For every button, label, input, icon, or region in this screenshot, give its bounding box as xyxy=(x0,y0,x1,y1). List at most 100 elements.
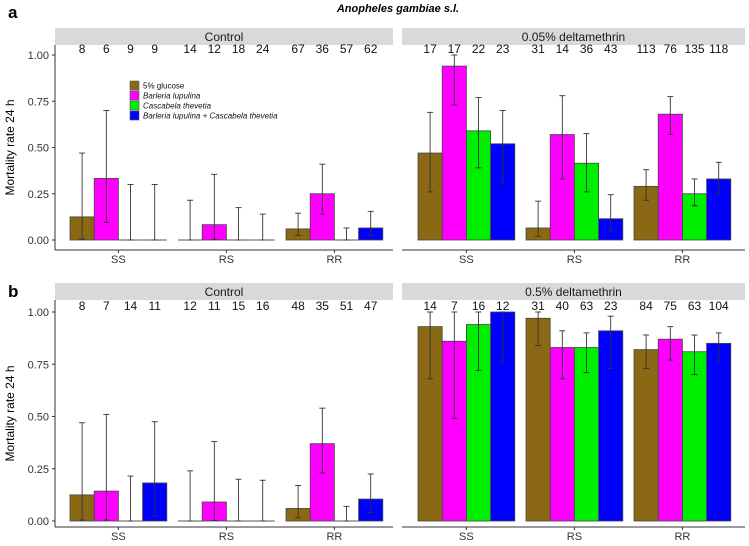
x-tick-label: SS xyxy=(111,531,126,543)
sample-size-label: 15 xyxy=(232,299,246,313)
bar xyxy=(574,347,600,522)
x-tick-label: RR xyxy=(326,531,342,543)
facet-strip xyxy=(402,28,745,45)
sample-size-label: 23 xyxy=(496,42,510,56)
sample-size-label: 63 xyxy=(688,299,702,313)
x-tick-label: SS xyxy=(111,254,126,266)
sample-size-label: 9 xyxy=(127,42,134,56)
y-tick-label: 0.25 xyxy=(28,464,49,476)
sample-size-label: 51 xyxy=(340,299,354,313)
y-tick-label: 0.00 xyxy=(28,235,49,247)
facet-strip xyxy=(55,283,393,300)
sample-size-label: 57 xyxy=(340,42,354,56)
sample-size-label: 118 xyxy=(709,42,728,56)
y-tick-label: 0.00 xyxy=(28,516,49,528)
sample-size-label: 11 xyxy=(208,299,221,313)
bar xyxy=(706,342,732,522)
sample-size-label: 6 xyxy=(103,42,110,56)
sample-size-label: 11 xyxy=(148,299,161,313)
y-tick-label: 1.00 xyxy=(28,307,49,319)
sample-size-label: 7 xyxy=(451,299,458,313)
sample-size-label: 31 xyxy=(531,42,545,56)
sample-size-label: 40 xyxy=(556,299,570,313)
bar xyxy=(657,113,683,241)
x-tick-label: RS xyxy=(219,254,234,266)
sample-size-label: 18 xyxy=(232,42,246,56)
y-tick-label: 0.75 xyxy=(28,359,49,371)
legend-label: Barleria lupulina + Cascabela thevetia xyxy=(143,112,278,121)
legend-label: 5% glucose xyxy=(143,82,185,91)
facet-strip xyxy=(402,283,745,300)
sample-size-label: 43 xyxy=(604,42,618,56)
chart-title: Anopheles gambiae s.l. xyxy=(336,3,459,15)
sample-size-label: 76 xyxy=(664,42,678,56)
panel-label: a xyxy=(8,3,18,22)
y-tick-label: 0.75 xyxy=(28,96,49,108)
sample-size-label: 17 xyxy=(448,42,462,56)
bar xyxy=(706,178,732,241)
sample-size-label: 9 xyxy=(151,42,158,56)
sample-size-label: 63 xyxy=(580,299,594,313)
sample-size-label: 14 xyxy=(124,299,138,313)
sample-size-label: 36 xyxy=(316,42,330,56)
legend-swatch xyxy=(129,90,140,101)
facet-strip xyxy=(55,28,393,45)
sample-size-label: 7 xyxy=(103,299,110,313)
sample-size-label: 67 xyxy=(291,42,305,56)
sample-size-label: 47 xyxy=(364,299,378,313)
sample-size-label: 16 xyxy=(472,299,486,313)
sample-size-label: 113 xyxy=(637,42,656,56)
legend-label: Cascabela thevetia xyxy=(143,102,212,111)
sample-size-label: 84 xyxy=(639,299,653,313)
x-tick-label: SS xyxy=(459,254,474,266)
x-tick-label: RR xyxy=(674,531,690,543)
x-tick-label: RR xyxy=(674,254,690,266)
sample-size-label: 24 xyxy=(256,42,270,56)
sample-size-label: 12 xyxy=(496,299,510,313)
y-axis-label: Mortality rate 24 h xyxy=(3,365,17,461)
bar xyxy=(525,317,551,522)
sample-size-label: 62 xyxy=(364,42,378,56)
facet-strip-label: Control xyxy=(205,285,244,299)
bar xyxy=(682,351,708,522)
x-tick-label: RS xyxy=(219,531,234,543)
sample-size-label: 17 xyxy=(423,42,437,56)
legend-label: Barleria lupulina xyxy=(143,92,201,101)
y-axis-label: Mortality rate 24 h xyxy=(3,99,17,195)
facet-strip-label: 0.05% deltamethrin xyxy=(522,30,625,44)
facet-strip-label: Control xyxy=(205,30,244,44)
legend-swatch xyxy=(129,110,140,121)
sample-size-label: 23 xyxy=(604,299,618,313)
sample-size-label: 36 xyxy=(580,42,594,56)
panel-label: b xyxy=(8,282,18,301)
sample-size-label: 14 xyxy=(423,299,437,313)
facet-strip-label: 0.5% deltamethrin xyxy=(525,285,622,299)
y-tick-label: 0.50 xyxy=(28,143,49,155)
bar xyxy=(657,338,683,522)
sample-size-label: 16 xyxy=(256,299,270,313)
legend-swatch xyxy=(129,80,140,91)
sample-size-label: 12 xyxy=(183,299,197,313)
x-tick-label: RS xyxy=(567,531,582,543)
sample-size-label: 12 xyxy=(208,42,222,56)
sample-size-label: 22 xyxy=(472,42,486,56)
sample-size-label: 8 xyxy=(79,42,86,56)
sample-size-label: 14 xyxy=(183,42,197,56)
y-tick-label: 0.25 xyxy=(28,189,49,201)
sample-size-label: 14 xyxy=(556,42,570,56)
bar xyxy=(633,349,659,522)
sample-size-label: 8 xyxy=(79,299,86,313)
x-tick-label: SS xyxy=(459,531,474,543)
sample-size-label: 75 xyxy=(664,299,678,313)
sample-size-label: 48 xyxy=(291,299,305,313)
sample-size-label: 104 xyxy=(709,299,729,313)
y-tick-label: 1.00 xyxy=(28,50,49,62)
sample-size-label: 31 xyxy=(531,299,545,313)
sample-size-label: 135 xyxy=(684,42,704,56)
legend-swatch xyxy=(129,100,140,111)
sample-size-label: 35 xyxy=(316,299,330,313)
x-tick-label: RR xyxy=(326,254,342,266)
y-tick-label: 0.50 xyxy=(28,412,49,424)
